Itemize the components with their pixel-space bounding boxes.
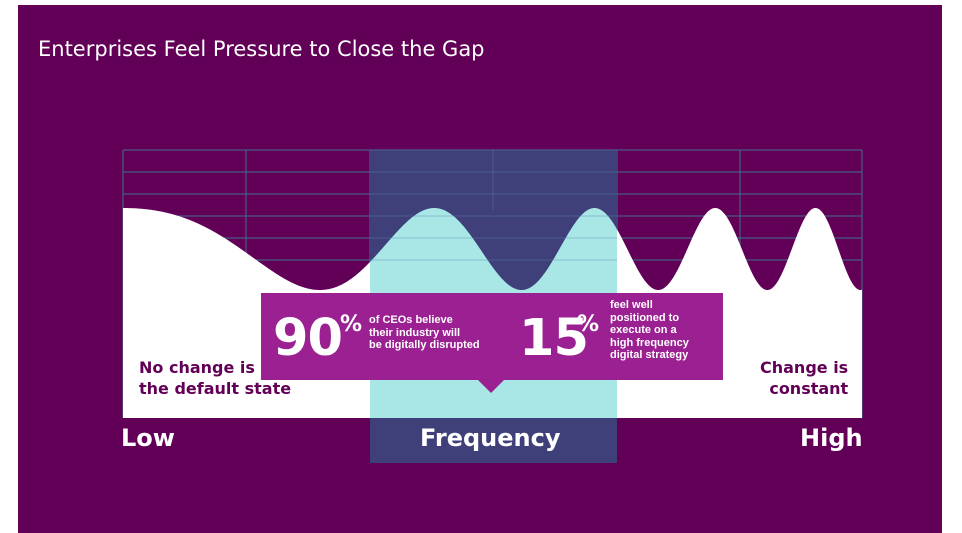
stat-ceo-value: 90 [273, 309, 343, 368]
right-state-label: Change is constant [760, 358, 849, 398]
axis-low-label: Low [121, 424, 175, 452]
slide-title: Enterprises Feel Pressure to Close the G… [38, 37, 485, 61]
stat-ceo-text: of CEOs believe their industry will be d… [369, 314, 480, 351]
band-grid [370, 149, 617, 261]
left-state-label: No change is the default state [139, 358, 292, 398]
callout-box [261, 293, 723, 393]
stat-positioned-text: feel well positioned to execute on a hig… [610, 299, 689, 361]
stat-positioned-unit: % [577, 312, 600, 337]
stats-callout: 90 % of CEOs believe their industry will… [261, 293, 723, 393]
stat-ceo-unit: % [340, 312, 363, 337]
axis-high-label: High [800, 424, 863, 452]
axis-frequency-label: Frequency [420, 424, 561, 452]
stat-positioned-value: 15 [519, 309, 589, 368]
